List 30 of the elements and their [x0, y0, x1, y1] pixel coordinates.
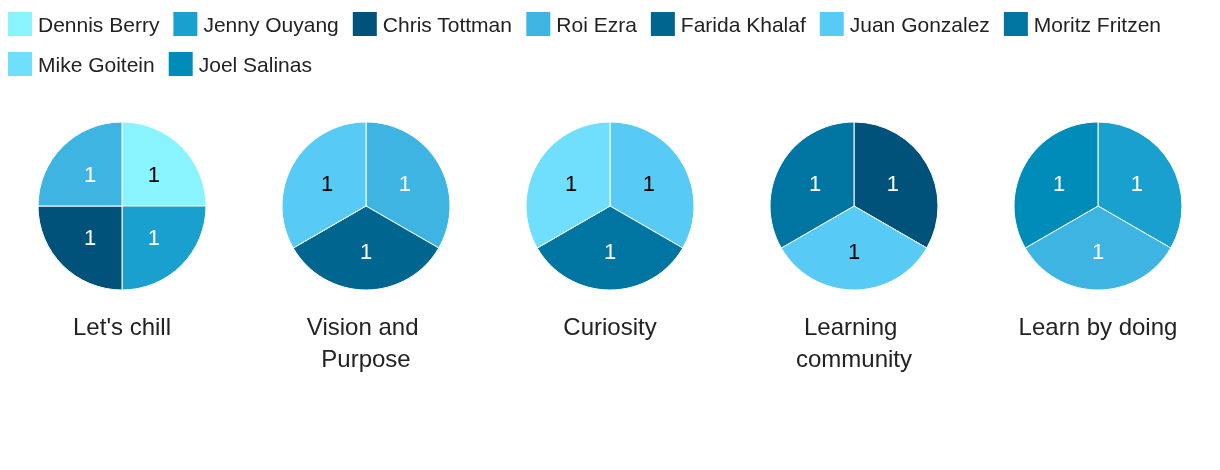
slice-label: Curiosity: [563, 312, 657, 340]
legend-label: Farida Khalaf: [680, 12, 806, 36]
data-label: 1: [320, 171, 334, 196]
legend-label: Jenny Ouyang: [203, 12, 339, 36]
data-label: 1: [147, 225, 160, 251]
data-label: 1: [564, 171, 578, 196]
slice-label: Learn by doing: [1018, 312, 1178, 340]
data-label: 1: [84, 225, 97, 251]
slice-label: Let's chill: [73, 312, 171, 340]
legend-label: Joel Salinas: [198, 52, 312, 76]
data-label: 1: [642, 171, 656, 196]
data-label: 1: [1130, 171, 1144, 196]
legend-label: Dennis Berry: [38, 12, 160, 36]
slice-label: Vision and Purpose: [306, 312, 426, 372]
legend-label: Chris Tottman: [382, 12, 512, 36]
data-label: 1: [1091, 238, 1105, 264]
data-label: 1: [603, 238, 617, 264]
data-label: 1: [359, 238, 373, 264]
legend-label: Moritz Fritzen: [1033, 12, 1162, 36]
data-label: 1: [84, 161, 97, 187]
data-label: 1: [808, 171, 822, 196]
legend-label: Mike Goitein: [38, 52, 155, 76]
legend-label: Juan Gonzalez: [849, 12, 990, 36]
data-label: 1: [1052, 171, 1066, 196]
legend-label: Roi Ezra: [556, 12, 638, 36]
data-label: 1: [886, 171, 900, 196]
slice-label: Learning community: [795, 312, 913, 372]
data-label: 1: [147, 161, 160, 187]
data-label: 1: [847, 238, 861, 264]
data-label: 1: [398, 171, 412, 196]
